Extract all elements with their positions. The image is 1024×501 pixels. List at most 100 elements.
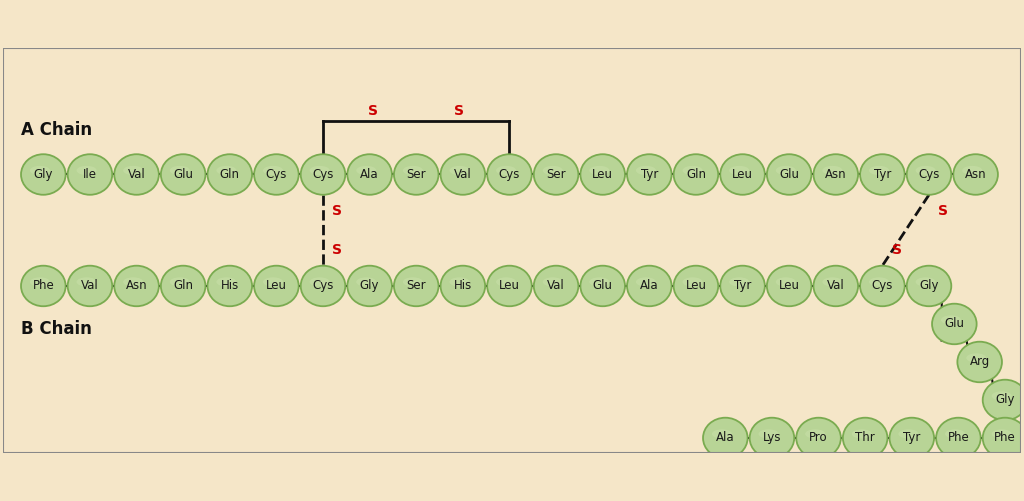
Text: B Chain: B Chain bbox=[20, 321, 91, 338]
Ellipse shape bbox=[123, 278, 143, 287]
Text: His: His bbox=[454, 280, 472, 293]
Ellipse shape bbox=[22, 266, 66, 306]
Text: Gly: Gly bbox=[359, 280, 379, 293]
Text: Thr: Thr bbox=[855, 431, 876, 444]
Text: Ser: Ser bbox=[407, 168, 426, 181]
Text: Cys: Cys bbox=[265, 168, 287, 181]
Text: Ala: Ala bbox=[360, 168, 379, 181]
Ellipse shape bbox=[767, 154, 811, 195]
Ellipse shape bbox=[759, 429, 778, 438]
Ellipse shape bbox=[957, 342, 1001, 382]
Text: S: S bbox=[454, 104, 464, 118]
Text: Val: Val bbox=[128, 168, 145, 181]
Text: Tyr: Tyr bbox=[734, 280, 752, 293]
Ellipse shape bbox=[254, 266, 299, 306]
Ellipse shape bbox=[936, 418, 981, 458]
Ellipse shape bbox=[487, 266, 531, 306]
Ellipse shape bbox=[915, 166, 936, 175]
Ellipse shape bbox=[729, 278, 750, 287]
Ellipse shape bbox=[941, 315, 962, 325]
Text: Lys: Lys bbox=[763, 431, 781, 444]
Ellipse shape bbox=[115, 154, 159, 195]
Ellipse shape bbox=[843, 418, 888, 458]
Ellipse shape bbox=[720, 154, 765, 195]
Text: Leu: Leu bbox=[778, 280, 800, 293]
Ellipse shape bbox=[161, 266, 206, 306]
Ellipse shape bbox=[170, 166, 189, 175]
Ellipse shape bbox=[263, 166, 283, 175]
Ellipse shape bbox=[347, 154, 392, 195]
Ellipse shape bbox=[729, 166, 750, 175]
Ellipse shape bbox=[534, 154, 579, 195]
Ellipse shape bbox=[813, 154, 858, 195]
Ellipse shape bbox=[394, 266, 438, 306]
Ellipse shape bbox=[890, 418, 934, 458]
Ellipse shape bbox=[683, 166, 702, 175]
Ellipse shape bbox=[450, 278, 470, 287]
Text: Asn: Asn bbox=[965, 168, 986, 181]
Ellipse shape bbox=[496, 166, 516, 175]
Ellipse shape bbox=[967, 353, 986, 363]
Ellipse shape bbox=[347, 266, 392, 306]
Ellipse shape bbox=[301, 154, 345, 195]
Text: Gly: Gly bbox=[34, 168, 53, 181]
Ellipse shape bbox=[543, 166, 563, 175]
Ellipse shape bbox=[77, 278, 96, 287]
Ellipse shape bbox=[216, 166, 237, 175]
Ellipse shape bbox=[750, 418, 795, 458]
Ellipse shape bbox=[627, 154, 672, 195]
Text: S: S bbox=[892, 242, 901, 257]
Ellipse shape bbox=[402, 166, 423, 175]
Ellipse shape bbox=[720, 266, 765, 306]
Text: Gln: Gln bbox=[686, 168, 706, 181]
Ellipse shape bbox=[991, 429, 1012, 438]
Ellipse shape bbox=[496, 278, 516, 287]
Text: Ala: Ala bbox=[716, 431, 734, 444]
Text: S: S bbox=[332, 204, 342, 218]
Ellipse shape bbox=[822, 278, 843, 287]
Ellipse shape bbox=[590, 166, 609, 175]
Ellipse shape bbox=[860, 154, 904, 195]
Ellipse shape bbox=[906, 154, 951, 195]
Ellipse shape bbox=[712, 429, 732, 438]
Ellipse shape bbox=[869, 278, 889, 287]
Text: Val: Val bbox=[827, 280, 845, 293]
Text: Arg: Arg bbox=[970, 356, 990, 368]
Text: Leu: Leu bbox=[592, 168, 613, 181]
Ellipse shape bbox=[674, 266, 718, 306]
Text: S: S bbox=[332, 242, 342, 257]
Text: Cys: Cys bbox=[919, 168, 940, 181]
Ellipse shape bbox=[22, 154, 66, 195]
Text: Gln: Gln bbox=[173, 280, 194, 293]
Text: Leu: Leu bbox=[266, 280, 287, 293]
Ellipse shape bbox=[208, 154, 252, 195]
Ellipse shape bbox=[263, 278, 283, 287]
Ellipse shape bbox=[805, 429, 825, 438]
Ellipse shape bbox=[590, 278, 609, 287]
Ellipse shape bbox=[115, 266, 159, 306]
Text: Gln: Gln bbox=[220, 168, 240, 181]
Ellipse shape bbox=[356, 278, 376, 287]
Ellipse shape bbox=[309, 166, 330, 175]
Ellipse shape bbox=[216, 278, 237, 287]
Ellipse shape bbox=[440, 154, 485, 195]
Ellipse shape bbox=[30, 278, 50, 287]
Ellipse shape bbox=[860, 266, 904, 306]
Text: His: His bbox=[220, 280, 239, 293]
Ellipse shape bbox=[932, 304, 977, 344]
Ellipse shape bbox=[30, 166, 50, 175]
Ellipse shape bbox=[852, 429, 871, 438]
Ellipse shape bbox=[915, 278, 936, 287]
Text: Asn: Asn bbox=[825, 168, 847, 181]
Ellipse shape bbox=[767, 266, 811, 306]
Text: Val: Val bbox=[81, 280, 98, 293]
Ellipse shape bbox=[906, 266, 951, 306]
Ellipse shape bbox=[440, 266, 485, 306]
Text: Tyr: Tyr bbox=[873, 168, 891, 181]
Ellipse shape bbox=[356, 166, 376, 175]
Ellipse shape bbox=[822, 166, 843, 175]
Text: Leu: Leu bbox=[685, 280, 707, 293]
Ellipse shape bbox=[534, 266, 579, 306]
Ellipse shape bbox=[983, 380, 1024, 420]
Ellipse shape bbox=[402, 278, 423, 287]
